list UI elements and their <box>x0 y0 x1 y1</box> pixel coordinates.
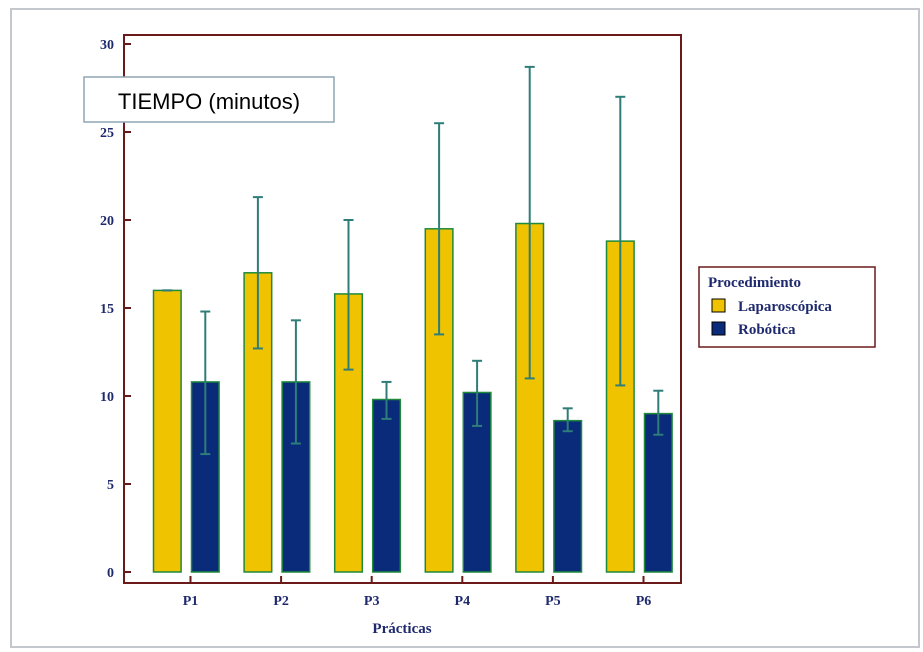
legend-title: Procedimiento <box>708 275 801 291</box>
bar-robotica-p5 <box>553 419 583 573</box>
y-tick-label: 10 <box>100 390 114 405</box>
legend-box <box>698 266 876 348</box>
legend-label-laparoscopica: Laparoscópica <box>738 299 832 315</box>
x-tick-label: P3 <box>364 594 380 609</box>
y-tick-label: 25 <box>100 126 114 141</box>
legend-swatch-laparoscopica <box>711 298 726 313</box>
y-tick-label: 20 <box>100 214 114 229</box>
y-tick-label: 5 <box>107 478 114 493</box>
error-bars-group <box>162 65 664 456</box>
x-axis: P1 P2 P3 P4 P5 P6 <box>183 576 652 609</box>
chart-title: TIEMPO (minutos) <box>118 89 300 114</box>
y-axis: 0 5 10 15 20 25 30 <box>100 38 131 581</box>
bar-laparoscopica-p6 <box>605 240 635 573</box>
legend-swatch-robotica <box>711 321 726 336</box>
x-tick-label: P5 <box>545 594 561 609</box>
legend-label-robotica: Robótica <box>738 322 796 338</box>
bar-robotica-p3 <box>371 398 402 573</box>
bar-robotica-p6 <box>643 412 673 573</box>
chart-title-box <box>83 76 335 123</box>
bar-laparoscopica-p4 <box>424 228 454 573</box>
bar-laparoscopica-p2 <box>243 272 273 573</box>
x-tick-label: P1 <box>183 594 199 609</box>
y-tick-label: 30 <box>100 38 114 53</box>
y-tick-label: 0 <box>107 566 114 581</box>
x-tick-label: P2 <box>273 594 289 609</box>
legend: Procedimiento Laparoscópica Robótica <box>698 266 876 348</box>
x-tick-label: P4 <box>455 594 471 609</box>
y-tick-label: 15 <box>100 302 114 317</box>
x-tick-label: P6 <box>636 594 652 609</box>
bar-laparoscopica-p1 <box>152 289 182 573</box>
bar-robotica-p1 <box>190 381 220 573</box>
x-axis-title: Prácticas <box>372 621 431 637</box>
